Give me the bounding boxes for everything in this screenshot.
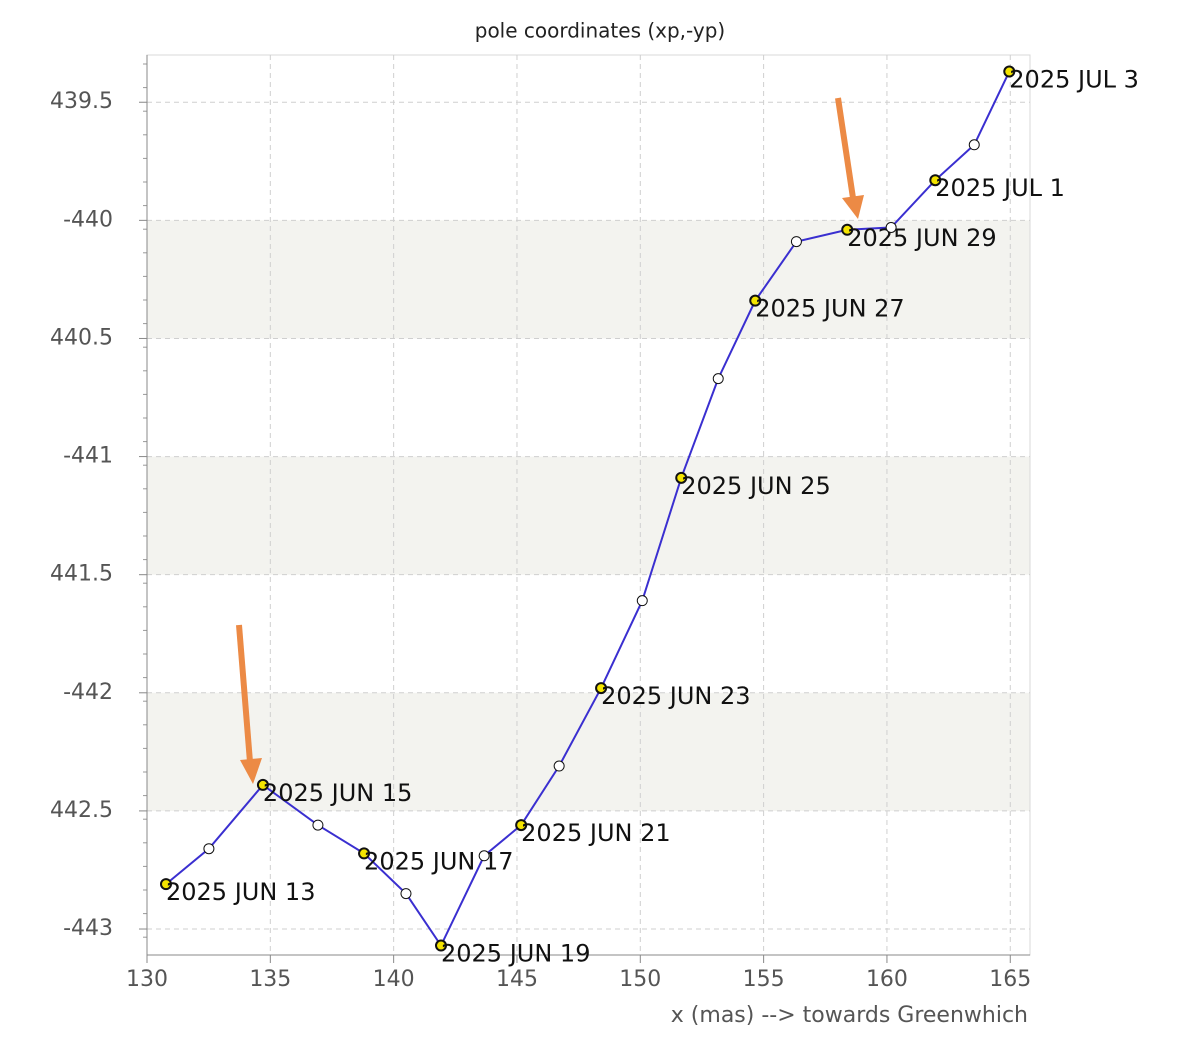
point-label: 2025 JUN 15 <box>263 779 412 807</box>
annotation-arrows <box>236 97 864 784</box>
y-tick-label: 440.5 <box>50 325 113 350</box>
data-point <box>929 174 942 187</box>
plot: -443 442.5 -442 441.5 -441 440.5 -440 439.5 130 1… <box>50 54 1139 992</box>
x-tick-label: 155 <box>743 967 785 992</box>
y-tick-label: 439.5 <box>50 89 113 114</box>
point-label: 2025 JUN 27 <box>755 295 904 323</box>
data-point <box>749 294 762 307</box>
arrow-head <box>842 195 864 219</box>
arrow <box>835 97 856 199</box>
x-tick-label: 145 <box>496 967 538 992</box>
x-tick-label: 135 <box>249 967 291 992</box>
point-label: 2025 JUN 25 <box>681 472 830 500</box>
y-tick-label: 441.5 <box>50 562 113 587</box>
y-tick-label: -441 <box>63 444 113 469</box>
x-tick-label: 160 <box>866 967 908 992</box>
x-tick-label: 130 <box>126 967 168 992</box>
data-point <box>712 373 724 385</box>
point-label: 2025 JUN 13 <box>166 878 315 906</box>
point-label: 2025 JUN 19 <box>441 940 590 968</box>
point-label: 2025 JUN 21 <box>521 819 670 847</box>
chart-title: pole coordinates (xp,-yp) <box>475 19 726 43</box>
y-tick-label: -442 <box>63 680 113 705</box>
background-band <box>147 456 1030 575</box>
data-point <box>1003 65 1016 78</box>
point-label: 2025 JUN 23 <box>601 682 750 710</box>
y-tick-label: 442.5 <box>50 798 113 823</box>
point-label: 2025 JUN 29 <box>847 224 996 252</box>
data-point <box>675 471 688 484</box>
data-point <box>478 850 490 862</box>
data-point <box>256 778 269 791</box>
data-point <box>553 760 565 772</box>
data-point <box>358 847 371 860</box>
point-label: 2025 JUN 17 <box>364 847 513 875</box>
arrow-head <box>240 758 262 784</box>
x-tick-label: 140 <box>373 967 415 992</box>
y-tick-label: -443 <box>63 916 113 941</box>
y-tick-label: -440 <box>63 207 113 232</box>
data-point <box>435 939 448 952</box>
data-point <box>595 682 608 695</box>
data-point <box>636 595 648 607</box>
arrow <box>236 624 253 763</box>
data-point <box>841 223 854 236</box>
x-axis-label: x (mas) --> towards Greenwhich <box>671 1003 1028 1028</box>
background-band <box>147 220 1030 339</box>
data-point <box>790 236 802 248</box>
data-point <box>400 888 412 900</box>
data-point <box>885 221 897 233</box>
point-label: 2025 JUL 1 <box>935 174 1065 202</box>
data-point <box>312 819 324 831</box>
x-tick-label: 150 <box>619 967 661 992</box>
data-point <box>203 843 215 855</box>
data-point <box>968 139 980 151</box>
point-label: 2025 JUL 3 <box>1009 66 1139 94</box>
data-point <box>515 819 528 832</box>
x-tick-label: 165 <box>989 967 1031 992</box>
data-point <box>159 878 172 891</box>
